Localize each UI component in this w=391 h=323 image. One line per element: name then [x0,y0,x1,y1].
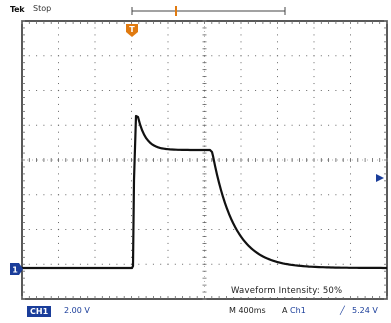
graticule-grid [21,20,388,300]
status-bar: Tek Stop [0,0,391,22]
waveform-trace [22,114,387,270]
trigger-level-arrow [376,174,384,182]
trigger-level: 5.24 V [352,306,378,315]
svg-text:T: T [129,25,135,34]
svg-text:1: 1 [12,266,18,275]
readout-bar: CH1 2.00 V M 400ms A Ch1 ╱ 5.24 V [0,300,391,323]
channel-ground-marker: 1 [10,263,23,275]
channel-badge: CH1 [27,306,52,317]
intensity-value: 50% [322,286,343,296]
intensity-label: Waveform Intensity: [231,286,320,296]
trigger-position-marker: T [126,24,138,37]
trigger-source: Ch1 [290,306,306,315]
timebase-readout: M 400ms [229,306,266,315]
record-position-indicator [131,6,286,16]
channel-scale: 2.00 V [64,306,90,315]
brand-label: Tek [10,5,25,14]
trigger-mode: A [282,306,288,315]
acquisition-state: Stop [33,4,52,13]
trigger-slope-icon: ╱ [340,306,345,315]
waveform-intensity-readout: Waveform Intensity: 50% [227,285,347,297]
trigger-source-readout: A Ch1 [282,306,306,315]
